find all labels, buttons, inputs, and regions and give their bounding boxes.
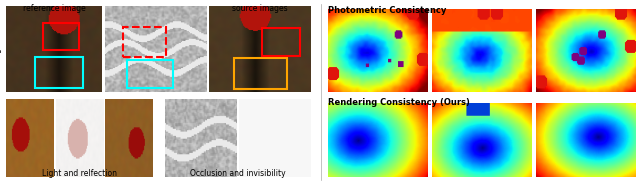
Text: Light and relfection: Light and relfection: [42, 169, 117, 178]
Bar: [123, 27, 166, 57]
Text: Occlusion and invisibility: Occlusion and invisibility: [190, 169, 285, 178]
Bar: [262, 28, 300, 56]
Bar: [127, 60, 173, 88]
Bar: [234, 58, 287, 89]
Text: rgb: rgb: [0, 42, 1, 55]
Text: Photometric Consistency: Photometric Consistency: [328, 6, 446, 15]
Bar: [43, 23, 79, 50]
Text: reference image: reference image: [23, 4, 86, 13]
Text: source images: source images: [232, 4, 287, 13]
Text: Rendering Consistency (Ours): Rendering Consistency (Ours): [328, 98, 470, 107]
Bar: [35, 57, 83, 88]
